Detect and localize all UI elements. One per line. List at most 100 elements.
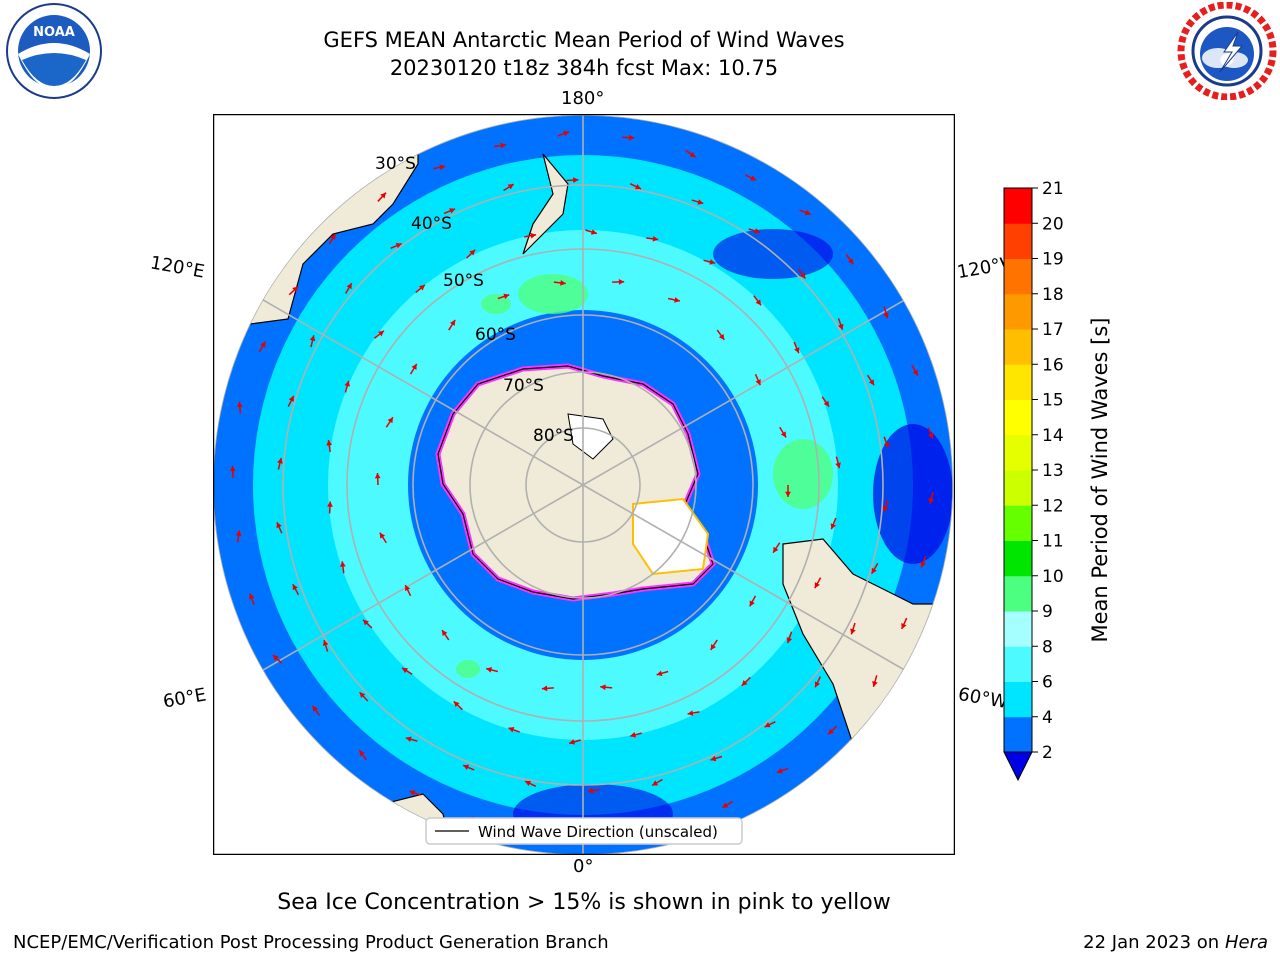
wind-direction-arrows <box>229 130 935 837</box>
noaa-logo: NOAA <box>6 3 102 99</box>
colorbar-tick-label: 6 <box>1042 673 1053 693</box>
colorbar-tick-label: 9 <box>1042 602 1053 622</box>
wind-arrow-head <box>272 655 279 661</box>
wind-arrow-head <box>292 584 298 591</box>
wind-arrow-head <box>330 233 336 240</box>
wind-arrow-head <box>380 192 387 199</box>
wind-arrow-head <box>327 501 333 507</box>
wind-arrow-head <box>871 567 877 574</box>
dark-blue-patch <box>873 424 953 564</box>
wind-arrow-head <box>901 622 907 629</box>
map-legend: Wind Wave Direction (unscaled) <box>425 817 743 845</box>
weddell-sea-ice <box>632 497 710 576</box>
colorbar-tick-label: 13 <box>1042 461 1064 481</box>
colorbar-tick-label: 17 <box>1042 320 1064 340</box>
colorbar-tick-label: 2 <box>1042 743 1053 763</box>
wind-arrow-head <box>764 722 771 728</box>
wind-arrow-head <box>710 755 717 762</box>
wind-arrow-head <box>249 593 255 600</box>
wind-arrow-head <box>618 278 625 285</box>
wind-arrow-head <box>835 462 841 469</box>
wind-arrow-head <box>868 379 875 386</box>
footer-date: 22 Jan 2023 on Hera <box>1083 932 1268 953</box>
lon-label-180: 180° <box>561 88 605 109</box>
wind-arrow-head <box>912 369 918 376</box>
wind-arrow-head <box>799 272 806 279</box>
wind-arrow-head <box>395 243 402 249</box>
wind-arrow-head <box>469 249 476 256</box>
wind-arrow-head <box>780 431 787 438</box>
lat-label-80s: 80°S <box>533 426 574 446</box>
wind-arrow-head <box>718 333 725 340</box>
colorbar-tick-label: 4 <box>1042 708 1053 728</box>
wind-arrow-head <box>750 175 757 181</box>
colorbar-segment <box>1004 364 1032 400</box>
wind-arrow-head <box>882 505 889 512</box>
wind-arrow-head <box>344 380 350 387</box>
wind-arrow-head <box>277 457 283 464</box>
wind-arrow-head <box>449 319 456 326</box>
wind-arrow-head <box>850 628 856 635</box>
wind-arrow-head <box>786 637 793 644</box>
colorbar-tick-label: 18 <box>1042 285 1064 305</box>
wind-arrow-head <box>563 130 570 137</box>
wind-arrow-head <box>838 323 844 330</box>
wind-arrow-head <box>309 335 316 342</box>
wind-arrow-head <box>359 750 365 757</box>
wind-arrow-head <box>463 764 470 770</box>
wind-arrow-head <box>569 739 576 745</box>
wind-arrow-head <box>439 164 446 171</box>
wind-arrow-head <box>541 685 548 692</box>
footer-date-text: 22 Jan 2023 on <box>1083 932 1220 953</box>
wind-arrow-head <box>409 790 416 796</box>
nws-logo <box>1177 2 1277 100</box>
wind-arrow-head <box>773 546 779 553</box>
wind-arrow-head <box>229 465 236 472</box>
wind-arrow-head <box>814 582 820 589</box>
wind-arrow-head <box>363 619 369 626</box>
wind-arrow-head <box>883 312 889 319</box>
lat-label-30s: 30°S <box>375 154 416 174</box>
colorbar-segment <box>1004 681 1032 718</box>
colorbar-segment <box>1004 575 1032 612</box>
colorbar-tick-label: 14 <box>1042 426 1064 446</box>
wind-arrow-head <box>530 232 537 239</box>
wind-arrow-head <box>785 491 791 497</box>
wind-arrow-head <box>689 151 696 158</box>
lon-label-120e: 120°E <box>148 252 207 283</box>
wind-arrow-head <box>674 297 680 303</box>
wind-arrow-head <box>710 643 716 650</box>
green-patch <box>481 294 511 314</box>
legend-label: Wind Wave Direction (unscaled) <box>478 823 718 841</box>
colorbar-segment <box>1004 505 1032 541</box>
noaa-logo-text: NOAA <box>33 25 75 40</box>
lat-label-70s: 70°S <box>503 376 544 396</box>
wind-arrow-head <box>741 680 748 686</box>
colorbar-tick-label: 16 <box>1042 355 1064 375</box>
wind-arrow-head <box>378 330 384 337</box>
colorbar-segment <box>1004 293 1032 330</box>
wind-arrow-head <box>379 532 386 539</box>
wind-arrow-head <box>405 736 412 743</box>
ross-ice-shelf <box>567 413 614 460</box>
wind-arrow-head <box>590 229 597 235</box>
colorbar-segment <box>1004 540 1032 577</box>
wind-arrow-head <box>500 142 507 149</box>
map-frame <box>213 114 955 855</box>
wind-arrow-head <box>411 363 417 370</box>
wind-arrow-head <box>573 177 579 183</box>
chart-title: GEFS MEAN Antarctic Mean Period of Wind … <box>323 28 845 52</box>
wind-arrow-head <box>872 680 878 687</box>
colorbar-tick-label: 11 <box>1042 532 1064 552</box>
wind-arrow-head <box>830 523 837 530</box>
wind-arrow-head <box>340 561 346 567</box>
wind-arrow-head <box>346 283 352 290</box>
wind-arrow-head <box>814 681 821 688</box>
wind-arrow-head <box>794 347 800 354</box>
polar-map: 30°S 40°S 50°S 60°S 70°S 80°S Wind Wave … <box>213 114 955 855</box>
wind-arrow-head <box>928 497 935 504</box>
colorbar-segment <box>1004 611 1032 647</box>
wind-arrow-head <box>503 293 510 300</box>
wind-arrow-head <box>652 235 659 242</box>
wind-arrow-head <box>322 640 329 646</box>
